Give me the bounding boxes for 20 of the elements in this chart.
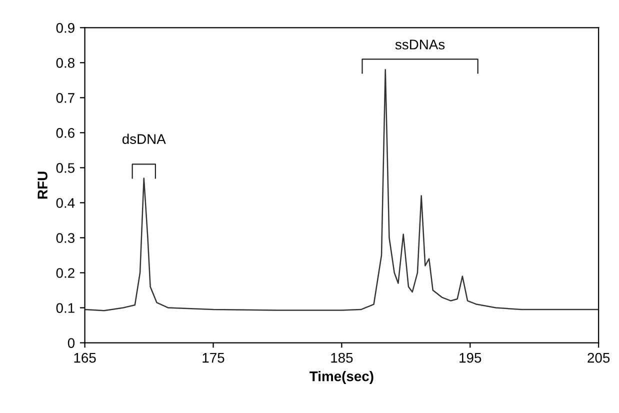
x-tick-label: 195 <box>460 352 482 363</box>
y-tick-label: 0.3 <box>56 233 74 243</box>
y-tick-label: 0.8 <box>56 58 74 68</box>
line-series <box>84 69 599 312</box>
x-tick-label: 165 <box>74 352 96 363</box>
annotation: dsDNA <box>122 134 166 144</box>
x-tick-label: 205 <box>588 352 610 363</box>
y-tick-label: 0.9 <box>56 23 74 33</box>
annotation: ssDNAs <box>395 40 445 50</box>
x-tick-label: 175 <box>202 353 224 363</box>
x-tick-label: 185 <box>331 352 353 363</box>
x-axis-title: Time(sec) <box>310 371 374 384</box>
y-tick-label: 0.5 <box>56 163 74 173</box>
y-tick-label: 0.1 <box>56 303 74 313</box>
y-tick-label: 0 <box>68 338 75 348</box>
y-axis-title: RFU <box>38 172 48 199</box>
y-tick-label: 0.4 <box>56 198 75 208</box>
y-tick-label: 0.6 <box>56 128 74 138</box>
y-tick-label: 0.2 <box>56 268 74 278</box>
y-tick-label: 0.7 <box>56 93 74 103</box>
